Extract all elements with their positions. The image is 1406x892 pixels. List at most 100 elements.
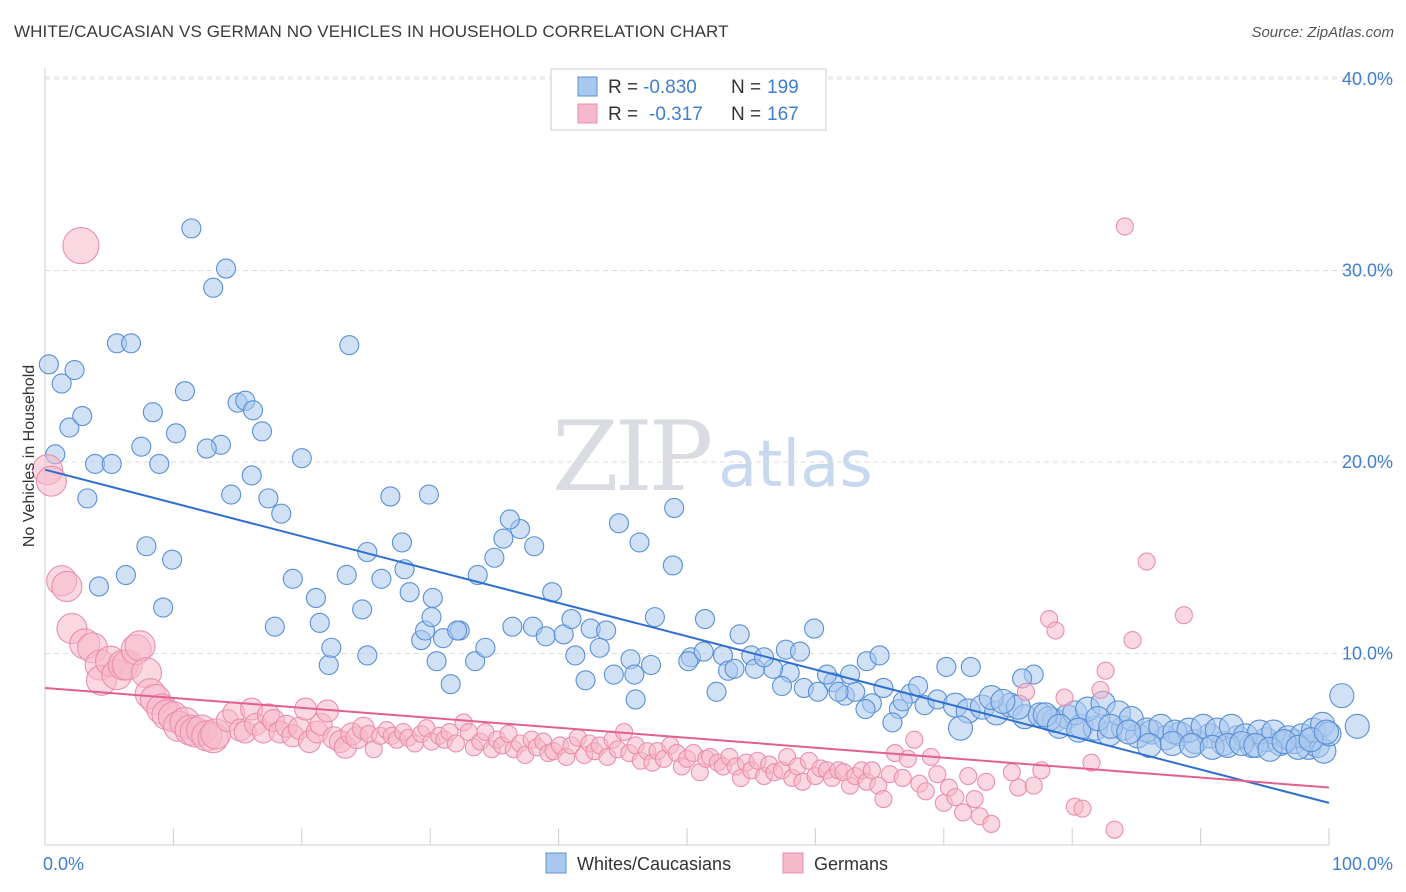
data-point [181,218,202,239]
data-point [990,688,1016,714]
data-point [153,597,174,618]
data-point [977,772,996,791]
bottom-legend: Whites/Caucasians Germans [545,852,888,874]
data-point [282,568,303,589]
data-point [1002,763,1021,782]
data-point [59,417,80,438]
y-tick-label: 40.0% [1342,69,1393,89]
data-point [946,788,965,807]
data-point [391,532,413,553]
data-point [882,712,903,733]
bottom-legend-label-whites: Whites/Caucasians [577,854,731,874]
y-tick-label: 30.0% [1342,261,1393,281]
data-point [196,438,217,459]
data-point [484,547,505,568]
legend-swatch-whites [577,76,598,97]
data-point [753,647,775,668]
data-point [77,488,98,509]
data-point [644,607,665,628]
data-point [771,676,793,697]
watermark-zip: ZIP [552,401,711,513]
legend-n-label-germans: N = [731,104,761,125]
x-tick-label: 100.0% [1332,854,1393,874]
data-point [596,620,617,641]
data-point [264,616,285,637]
data-point [1137,552,1156,571]
chart-source: Source: ZipAtlas.com [1251,24,1394,41]
data-point [1174,606,1193,625]
legend-n-value-germans: 167 [767,104,799,125]
data-point [305,587,326,609]
data-point [149,453,170,474]
data-point [908,676,929,697]
data-point [131,436,152,457]
data-point [465,651,486,672]
data-point [440,674,461,695]
data-point [1096,661,1115,680]
data-point [893,768,912,788]
data-point [524,536,545,557]
data-point [724,658,745,679]
series-germans-points [32,217,1193,839]
data-point [693,641,714,662]
data-point [309,612,330,633]
data-point [603,664,624,685]
data-point [242,400,264,421]
data-point [928,765,947,784]
data-point [608,513,629,534]
data-point [706,681,727,702]
y-axis-label: No Vehicles in Household [21,365,38,547]
legend-r-label-germans: R = [608,104,638,125]
data-point [862,761,881,780]
data-point [502,616,523,637]
data-point [318,654,339,676]
data-point [640,654,662,676]
data-point [561,608,582,630]
data-point [869,645,890,666]
data-point [339,335,360,356]
data-point [678,651,699,672]
data-point [422,587,443,609]
data-point [215,258,237,279]
data-point [916,782,935,801]
data-point [38,354,59,375]
data-point [874,789,893,809]
data-point [855,698,876,720]
data-point [357,645,378,666]
data-point [1091,680,1110,699]
data-point [499,509,520,530]
x-tick-label: 0.0% [43,854,84,874]
data-point [1344,713,1370,739]
legend-box: R = -0.830 N = 199 R = -0.317 N = 167 [550,68,827,131]
data-point [352,599,373,620]
data-point [271,503,292,524]
data-point [662,555,683,576]
data-point [807,681,829,702]
data-point [203,277,224,298]
data-point [101,453,122,474]
bottom-legend-swatch-germans [782,852,804,874]
data-point [898,749,917,768]
grid-lines [45,76,1393,654]
bottom-legend-swatch-whites [545,852,567,874]
data-point [426,651,447,672]
data-point [221,484,242,505]
data-point [399,582,420,603]
data-point [965,789,984,809]
data-point [936,656,957,677]
data-point [1024,776,1043,795]
data-point [321,637,342,658]
data-point [62,227,100,265]
data-point [165,423,187,444]
data-point [729,624,750,645]
data-point [120,333,142,354]
data-point [142,402,163,423]
data-point [258,488,279,509]
data-point [1105,820,1124,839]
data-point [828,681,849,702]
data-point [357,541,378,563]
data-point [959,767,978,786]
data-point [162,549,183,570]
data-point [51,373,72,394]
legend-r-value-germans: -0.317 [649,104,703,125]
